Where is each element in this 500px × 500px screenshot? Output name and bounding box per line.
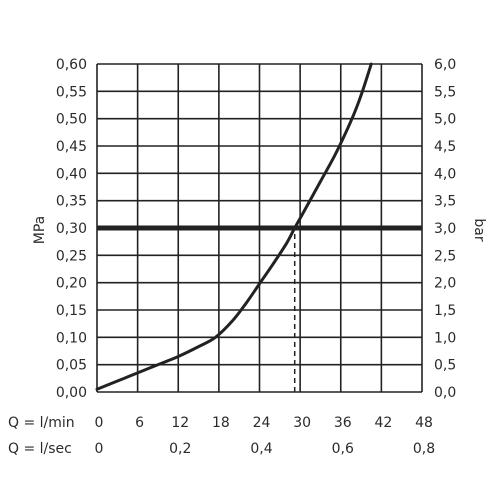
- right-tick-label-6: 3,0: [434, 221, 456, 237]
- x-tick-label-0-4: 24: [253, 415, 271, 431]
- x-tick-label-1-2: 0,4: [250, 441, 272, 457]
- left-tick-label-0: 0,00: [56, 385, 87, 401]
- left-axis-title: MPa: [32, 216, 48, 244]
- right-tick-label-1: 0,5: [434, 358, 456, 374]
- right-tick-label-12: 6,0: [434, 57, 456, 73]
- right-tick-label-4: 2,0: [434, 276, 456, 292]
- x-tick-label-1-0: 0: [95, 441, 104, 457]
- left-tick-label-12: 0,60: [56, 57, 87, 73]
- left-tick-label-8: 0,40: [56, 166, 87, 182]
- x-tick-label-0-2: 12: [171, 415, 189, 431]
- right-axis-title: bar: [471, 218, 487, 241]
- left-tick-label-4: 0,20: [56, 276, 87, 292]
- x-tick-label-1-1: 0,2: [169, 441, 191, 457]
- x-axis-rows: Q = l/min 0 6 12 18 24 30 36 42 48 Q = l/sec 0 0,2 0,…: [8, 415, 435, 457]
- right-tick-label-2: 1,0: [434, 330, 456, 346]
- right-tick-label-8: 4,0: [434, 166, 456, 182]
- right-tick-label-10: 5,0: [434, 112, 456, 128]
- x-row-label-1: Q = l/sec: [8, 441, 72, 457]
- x-tick-label-0-0: 0: [95, 415, 104, 431]
- x-tick-label-0-1: 6: [135, 415, 144, 431]
- x-tick-label-0-7: 42: [374, 415, 392, 431]
- left-tick-label-5: 0,25: [56, 248, 87, 264]
- left-tick-label-11: 0,55: [56, 84, 87, 100]
- x-tick-label-0-5: 30: [293, 415, 311, 431]
- left-tick-label-7: 0,35: [56, 194, 87, 210]
- left-tick-label-6: 0,30: [56, 221, 87, 237]
- right-tick-label-3: 1,5: [434, 303, 456, 319]
- left-tick-label-2: 0,10: [56, 330, 87, 346]
- x-tick-label-0-3: 18: [212, 415, 230, 431]
- reference-lines: [97, 225, 422, 392]
- x-tick-label-1-4: 0,8: [413, 441, 435, 457]
- right-axis-ticks: 0,0 0,5 1,0 1,5 2,0 2,5 3,0 3,5 4,0 4,5 5,0 5,5 6,0: [434, 57, 456, 401]
- right-tick-label-9: 4,5: [434, 139, 456, 155]
- left-tick-label-9: 0,45: [56, 139, 87, 155]
- left-tick-label-1: 0,05: [56, 358, 87, 374]
- x-row-label-0: Q = l/min: [8, 415, 75, 431]
- left-tick-label-10: 0,50: [56, 112, 87, 128]
- left-axis-ticks: 0,00 0,05 0,10 0,15 0,20 0,25 0,30 0,35 0,40 0,45…: [56, 57, 87, 401]
- right-tick-label-5: 2,5: [434, 248, 456, 264]
- right-tick-label-7: 3,5: [434, 194, 456, 210]
- series-line-0: [95, 62, 373, 391]
- right-tick-label-0: 0,0: [434, 385, 456, 401]
- x-tick-label-0-6: 36: [334, 415, 352, 431]
- right-tick-label-11: 5,5: [434, 84, 456, 100]
- series-layer: [95, 62, 373, 391]
- x-tick-label-0-8: 48: [415, 415, 433, 431]
- x-tick-label-1-3: 0,6: [332, 441, 354, 457]
- left-tick-label-3: 0,15: [56, 303, 87, 319]
